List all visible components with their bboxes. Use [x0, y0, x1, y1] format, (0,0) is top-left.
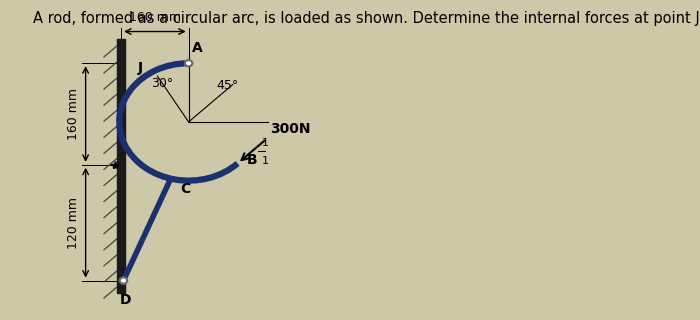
Text: A: A — [193, 41, 203, 55]
Text: B: B — [247, 153, 258, 167]
Text: 1: 1 — [262, 156, 269, 166]
Text: 120 mm: 120 mm — [67, 197, 80, 249]
Text: 160 mm: 160 mm — [67, 88, 80, 140]
Text: 45°: 45° — [217, 79, 239, 92]
Text: 300N: 300N — [270, 122, 311, 136]
Text: D: D — [120, 293, 131, 307]
Text: 160 mm: 160 mm — [129, 11, 181, 24]
Text: C: C — [180, 182, 190, 196]
Text: 30°: 30° — [151, 77, 174, 90]
Circle shape — [120, 277, 127, 284]
Bar — [117, 39, 125, 293]
Text: 1: 1 — [262, 138, 269, 148]
Text: A rod, formed as a circular arc, is loaded as shown. Determine the internal forc: A rod, formed as a circular arc, is load… — [33, 11, 700, 26]
Text: J: J — [138, 61, 143, 75]
Circle shape — [185, 60, 193, 67]
